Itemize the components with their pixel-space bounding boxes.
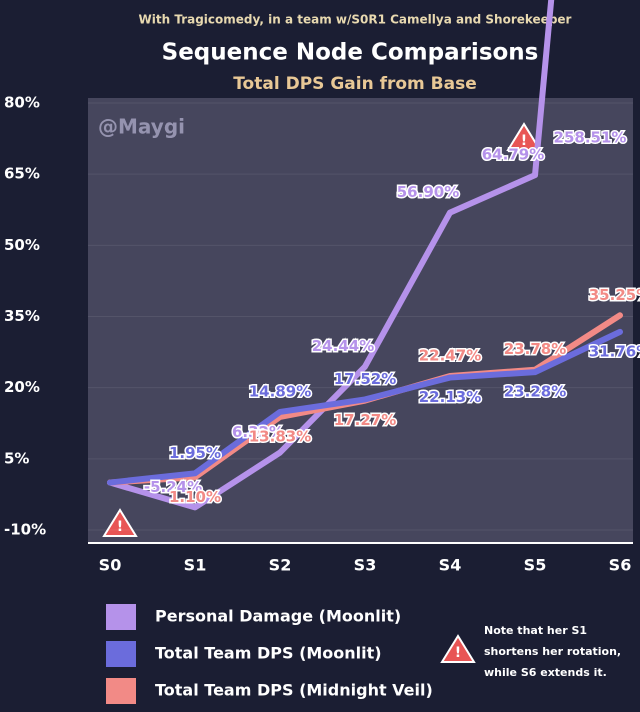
y-tick-label: 50% [4,236,40,254]
value-label: 56.90% [397,183,459,201]
y-tick-label: 20% [4,378,40,396]
value-label: 35.25% [589,286,640,304]
y-tick-label: 80% [4,94,40,112]
note: Note that her S1 shortens her rotation, … [484,624,622,679]
value-label: 13.83% [249,427,311,445]
y-tick-label: 35% [4,307,40,325]
x-tick-label: S2 [269,556,292,575]
subtitle: Total DPS Gain from Base [233,74,477,94]
y-tick-label: 5% [4,449,29,467]
value-label: 24.44% [312,337,374,355]
value-label: 31.76% [589,342,640,360]
svg-text:!: ! [117,519,123,535]
warning-icon: ! [440,634,476,663]
value-label: 1.10% [169,488,221,506]
series-line [107,0,555,511]
value-label: 6.32% [232,423,284,441]
svg-text:!: ! [455,645,461,661]
x-tick-label: S4 [439,556,462,575]
x-tick-label: S5 [524,556,547,575]
x-tick-label: S1 [184,556,207,575]
x-tick-label: S0 [99,556,122,575]
plot-area [88,98,633,543]
value-label: 1.95% [169,444,221,462]
value-label: 64.79% [482,146,544,164]
y-tick-label: 65% [4,165,40,183]
series-line [107,328,623,486]
svg-text:!: ! [521,133,527,149]
watermark: @Maygi [98,115,185,139]
legend-swatch [106,678,136,704]
plot-lines [107,0,623,511]
legend-label: Total Team DPS (Moonlit) [155,644,382,663]
legend-swatch [106,604,136,630]
x-tick-label: S3 [354,556,377,575]
value-label: 22.47% [419,346,481,364]
chart-title: Sequence Node Comparisons [162,40,539,66]
legend-label: Total Team DPS (Midnight Veil) [155,681,433,700]
legend-swatch [106,641,136,667]
value-label: 17.52% [334,370,396,388]
value-label: 14.89% [249,382,311,400]
x-tick-label: S6 [609,556,632,575]
header: With Tragicomedy, in a team w/S0R1 Camel… [139,13,572,27]
value-label: 23.78% [504,340,566,358]
value-label: 22.13% [419,388,481,406]
legend-label: Personal Damage (Moonlit) [155,607,401,626]
value-label: 23.28% [504,383,566,401]
value-label: 17.27% [334,411,396,429]
warning-icon: ! [506,122,542,151]
value-label: 258.51% [554,129,627,147]
warning-icon: ! [102,508,138,537]
y-tick-label: -10% [4,521,46,539]
value-label: -5.24% [144,478,202,496]
